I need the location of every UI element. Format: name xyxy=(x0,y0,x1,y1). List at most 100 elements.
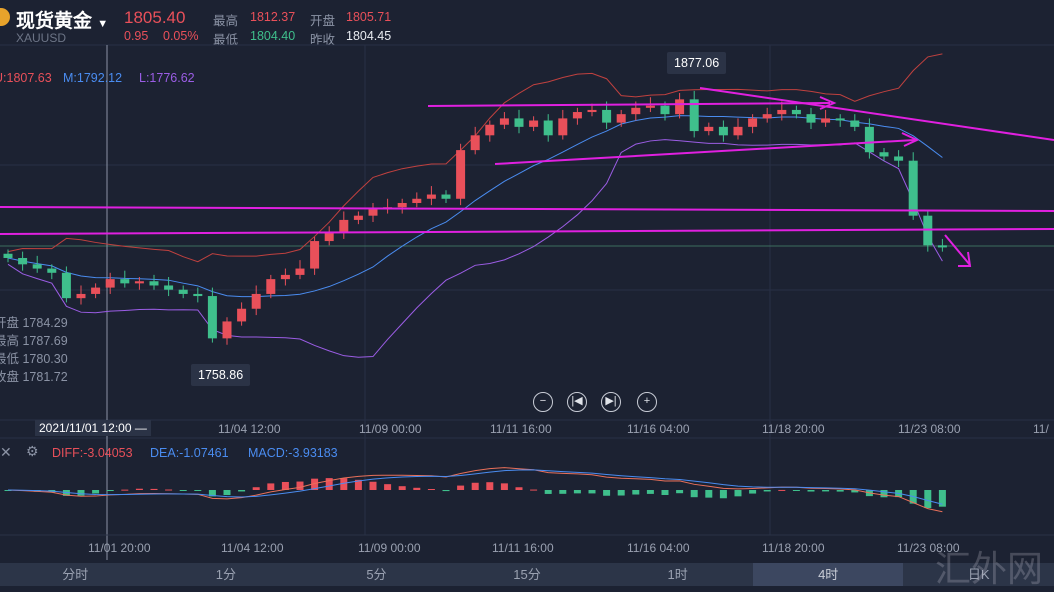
tab-4hour[interactable]: 4时 xyxy=(752,563,904,586)
candle[interactable] xyxy=(514,118,524,127)
candle[interactable] xyxy=(310,241,320,269)
tab-1min[interactable]: 1分 xyxy=(215,567,236,582)
candle[interactable] xyxy=(675,99,685,115)
candle[interactable] xyxy=(266,279,276,294)
candle[interactable] xyxy=(32,264,42,269)
candle[interactable] xyxy=(704,126,714,132)
candle[interactable] xyxy=(426,194,436,199)
candle[interactable] xyxy=(616,114,626,123)
tab-daily[interactable]: 日K xyxy=(967,567,990,582)
candle[interactable] xyxy=(864,126,874,153)
candle[interactable] xyxy=(193,293,203,297)
candle[interactable] xyxy=(806,114,816,123)
candle[interactable] xyxy=(572,112,582,119)
macd-bar xyxy=(223,490,231,496)
macd-bar xyxy=(807,490,815,492)
macd-bar xyxy=(427,488,435,490)
candle[interactable] xyxy=(397,202,407,208)
candle[interactable] xyxy=(412,198,422,203)
candle[interactable] xyxy=(689,99,699,132)
candle[interactable] xyxy=(251,293,261,309)
candle[interactable] xyxy=(631,107,641,115)
bottom-time-label: 11/09 00:00 xyxy=(358,541,421,555)
candle[interactable] xyxy=(645,105,655,108)
candle[interactable] xyxy=(324,232,334,242)
candle[interactable] xyxy=(47,268,57,273)
candle[interactable] xyxy=(3,253,13,258)
candle[interactable] xyxy=(894,156,904,161)
tab-1hour[interactable]: 1时 xyxy=(667,567,688,582)
candle[interactable] xyxy=(485,124,495,136)
candle[interactable] xyxy=(835,118,845,121)
candle[interactable] xyxy=(164,285,174,290)
trend-lines[interactable] xyxy=(0,87,1054,267)
candle[interactable] xyxy=(76,293,86,299)
instrument-selector[interactable]: 现货黄金 ▼ xyxy=(16,6,108,33)
bottom-time-label: 11/16 04:00 xyxy=(627,541,690,555)
max-price-label: 1877.06 xyxy=(667,52,727,74)
candle[interactable] xyxy=(237,308,247,322)
candle[interactable] xyxy=(441,194,451,199)
candle[interactable] xyxy=(529,120,539,127)
scroll-end-button[interactable]: ▶| xyxy=(601,392,621,412)
candle[interactable] xyxy=(821,118,831,123)
candle[interactable] xyxy=(61,272,71,299)
candle[interactable] xyxy=(777,109,787,115)
macd-bar xyxy=(77,490,85,496)
candle[interactable] xyxy=(18,257,28,265)
candle[interactable] xyxy=(762,114,772,119)
price-chart[interactable] xyxy=(0,0,1054,563)
candle[interactable] xyxy=(470,135,480,151)
tab-5min[interactable]: 5分 xyxy=(366,567,387,582)
candle[interactable] xyxy=(499,118,509,125)
candle[interactable] xyxy=(222,321,232,339)
candle[interactable] xyxy=(587,109,597,113)
tab-15min[interactable]: 15分 xyxy=(513,567,541,582)
candle[interactable] xyxy=(134,281,144,284)
candle[interactable] xyxy=(791,109,801,115)
candle[interactable] xyxy=(558,118,568,136)
candle[interactable] xyxy=(660,105,670,115)
candle[interactable] xyxy=(368,209,378,216)
candle[interactable] xyxy=(718,126,728,136)
candle[interactable] xyxy=(105,279,115,288)
settings-icon[interactable]: ⚙ xyxy=(26,443,39,459)
boll-lower: L:1776.62 xyxy=(139,71,195,85)
candle[interactable] xyxy=(748,118,758,127)
candle[interactable] xyxy=(908,160,918,216)
watermark: 汇外网 xyxy=(935,549,1044,590)
candle[interactable] xyxy=(91,287,101,294)
candle[interactable] xyxy=(120,279,130,284)
high-value: 1812.37 xyxy=(250,10,296,24)
candle[interactable] xyxy=(149,281,159,286)
candle[interactable] xyxy=(207,296,217,339)
boll-mid: M:1792.12 xyxy=(63,71,123,85)
candle[interactable] xyxy=(733,126,743,136)
time-label: 11/23 08:00 xyxy=(898,422,961,436)
close-icon[interactable]: ✕ xyxy=(0,444,12,460)
candle[interactable] xyxy=(295,268,305,275)
candle[interactable] xyxy=(353,215,363,220)
macd-bar xyxy=(281,481,289,490)
zoom-in-button[interactable]: + xyxy=(637,392,657,412)
candle[interactable] xyxy=(456,150,466,199)
candle[interactable] xyxy=(602,109,612,123)
timeframe-tabs: 分时 1分 5分 15分 1时 4时 日K xyxy=(0,563,1054,586)
candle[interactable] xyxy=(178,289,188,294)
instrument-name: 现货黄金 xyxy=(16,11,93,32)
candle[interactable] xyxy=(937,245,947,248)
candle[interactable] xyxy=(339,219,349,233)
macd-bar xyxy=(369,481,377,490)
candle[interactable] xyxy=(280,274,290,280)
candle[interactable] xyxy=(543,120,553,136)
candle[interactable] xyxy=(850,120,860,127)
low-value: 1804.40 xyxy=(250,29,296,43)
tab-timeshare[interactable]: 分时 xyxy=(62,567,89,582)
scroll-start-button[interactable]: |◀ xyxy=(567,392,587,412)
time-label: 11/16 04:00 xyxy=(627,422,690,436)
macd-bar xyxy=(763,490,771,492)
candle[interactable] xyxy=(879,152,889,157)
macd-value: MACD:-3.93183 xyxy=(248,446,338,460)
chevron-down-icon[interactable]: ▼ xyxy=(97,18,109,30)
zoom-out-button[interactable]: − xyxy=(533,392,553,412)
